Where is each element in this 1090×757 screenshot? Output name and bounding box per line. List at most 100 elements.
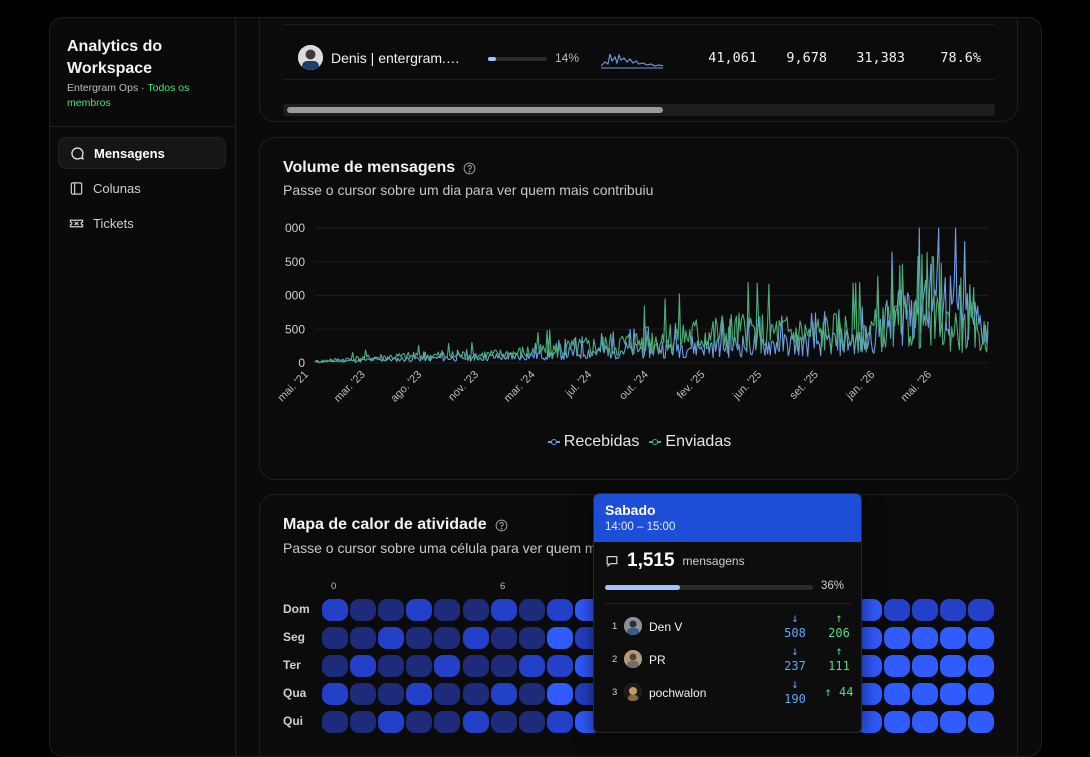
heatmap-cell[interactable] — [884, 599, 910, 621]
heatmap-cell[interactable] — [968, 655, 995, 677]
help-icon[interactable] — [495, 519, 508, 532]
heatmap-cell[interactable] — [490, 683, 517, 705]
heatmap-cell[interactable] — [968, 627, 995, 649]
heatmap-cell[interactable] — [350, 599, 377, 621]
sidebar-item-tickets[interactable]: Tickets — [58, 207, 226, 239]
heatmap-cell[interactable] — [912, 683, 939, 705]
heatmap-cell[interactable] — [434, 627, 461, 649]
heatmap-cell[interactable] — [378, 711, 405, 733]
table-row[interactable] — [283, 18, 995, 25]
heatmap-cell[interactable] — [322, 655, 348, 677]
horizontal-scrollbar[interactable] — [283, 104, 995, 116]
heatmap-cell[interactable] — [546, 627, 573, 649]
heatmap-cell[interactable] — [940, 627, 967, 649]
heatmap-cell[interactable] — [518, 627, 545, 649]
heatmap-cell[interactable] — [546, 683, 573, 705]
heatmap-cell[interactable] — [434, 711, 461, 733]
heatmap-cell[interactable] — [462, 599, 489, 621]
heatmap-cell[interactable] — [940, 683, 967, 705]
heatmap-cell[interactable] — [940, 655, 967, 677]
tooltip-time-range: 14:00 – 15:00 — [605, 521, 676, 533]
heatmap-cell[interactable] — [518, 711, 545, 733]
heatmap-cell[interactable] — [490, 655, 517, 677]
heatmap-cell[interactable] — [406, 711, 433, 733]
heatmap-cell[interactable] — [462, 627, 489, 649]
heatmap-cell[interactable] — [322, 599, 348, 621]
heatmap-cell[interactable] — [406, 599, 433, 621]
heatmap-cell[interactable] — [940, 599, 967, 621]
heatmap-cell[interactable] — [912, 711, 939, 733]
heatmap-cell[interactable] — [855, 599, 882, 621]
heatmap-cell[interactable] — [350, 627, 377, 649]
heatmap-cell[interactable] — [350, 683, 377, 705]
heatmap-cell[interactable] — [546, 655, 573, 677]
heatmap-cell[interactable] — [406, 655, 433, 677]
sent-stat: ↑ 206 — [824, 611, 854, 641]
heatmap-cell[interactable] — [968, 711, 995, 733]
heatmap-cell[interactable] — [378, 655, 405, 677]
series-line-enviadas[interactable] — [314, 251, 989, 363]
contributor-name: pochwalon — [649, 686, 707, 700]
heatmap-cell[interactable] — [434, 599, 461, 621]
scope-filter[interactable]: Todos os membros — [67, 82, 190, 109]
heatmap-cell[interactable] — [912, 655, 939, 677]
heatmap-cell[interactable] — [462, 711, 489, 733]
heatmap-cell[interactable] — [884, 655, 910, 677]
separator-dot: · — [141, 82, 145, 94]
sidebar-item-mensagens[interactable]: Mensagens — [58, 137, 226, 169]
heatmap-cell[interactable] — [434, 683, 461, 705]
heatmap-cell[interactable] — [406, 683, 433, 705]
heatmap-cell[interactable] — [518, 655, 545, 677]
volume-line-chart[interactable]: 0 500 000 500 000 mai. '21 mar. '23 ago. '23 nov… — [260, 208, 1018, 418]
workspace-name: Entergram Ops — [67, 82, 139, 94]
sidebar-item-label: Mensagens — [94, 145, 165, 161]
scrollbar-thumb[interactable] — [287, 107, 663, 113]
heatmap-cell[interactable] — [462, 683, 489, 705]
y-tick-label: 000 — [285, 221, 305, 235]
table-row[interactable]: Denis | entergram.com 14% 41,061 9,678 3… — [283, 34, 995, 80]
heatmap-cell[interactable] — [884, 627, 910, 649]
heatmap-tooltip: Sabado 14:00 – 15:00 1,515 mensagens 36%… — [593, 493, 862, 733]
heatmap-cell[interactable] — [855, 683, 882, 705]
contributor-name: PR — [649, 653, 666, 667]
heatmap-cell[interactable] — [546, 599, 573, 621]
arrow-up-icon: ↑ — [835, 644, 843, 658]
heatmap-cell[interactable] — [490, 627, 517, 649]
heatmap-cell[interactable] — [378, 627, 405, 649]
heatmap-cell[interactable] — [406, 627, 433, 649]
help-icon[interactable] — [463, 162, 476, 175]
heatmap-cell[interactable] — [968, 683, 995, 705]
legend-item-recebidas[interactable]: Recebidas — [547, 433, 639, 451]
y-tick-label: 000 — [285, 289, 305, 303]
heatmap-cell[interactable] — [434, 655, 461, 677]
legend-item-enviadas[interactable]: Enviadas — [649, 433, 731, 451]
heatmap-cell[interactable] — [462, 655, 489, 677]
heatmap-cell[interactable] — [912, 627, 939, 649]
arrow-down-icon: ↓ — [791, 611, 799, 625]
avatar — [624, 650, 642, 668]
heatmap-cell[interactable] — [490, 711, 517, 733]
heatmap-cell[interactable] — [350, 711, 377, 733]
chart-subtitle: Passe o cursor sobre um dia para ver que… — [283, 182, 654, 198]
x-tick-label: fev. '25 — [675, 369, 708, 402]
heatmap-cell[interactable] — [490, 599, 517, 621]
heatmap-cell[interactable] — [855, 655, 882, 677]
heatmap-cell[interactable] — [884, 683, 910, 705]
heatmap-cell[interactable] — [322, 683, 348, 705]
sidebar-item-colunas[interactable]: Colunas — [58, 172, 226, 204]
heatmap-cell[interactable] — [350, 655, 377, 677]
heatmap-cell[interactable] — [884, 711, 910, 733]
tooltip-day: Sabado — [605, 502, 656, 518]
heatmap-cell[interactable] — [940, 711, 967, 733]
heatmap-cell[interactable] — [378, 599, 405, 621]
heatmap-cell[interactable] — [322, 711, 348, 733]
heatmap-cell[interactable] — [322, 627, 348, 649]
heatmap-cell[interactable] — [855, 627, 882, 649]
x-tick-label: nov. '23 — [446, 369, 481, 404]
heatmap-cell[interactable] — [968, 599, 995, 621]
heatmap-cell[interactable] — [378, 683, 405, 705]
heatmap-cell[interactable] — [912, 599, 939, 621]
heatmap-cell[interactable] — [518, 599, 545, 621]
heatmap-cell[interactable] — [518, 683, 545, 705]
heatmap-cell[interactable] — [546, 711, 573, 733]
